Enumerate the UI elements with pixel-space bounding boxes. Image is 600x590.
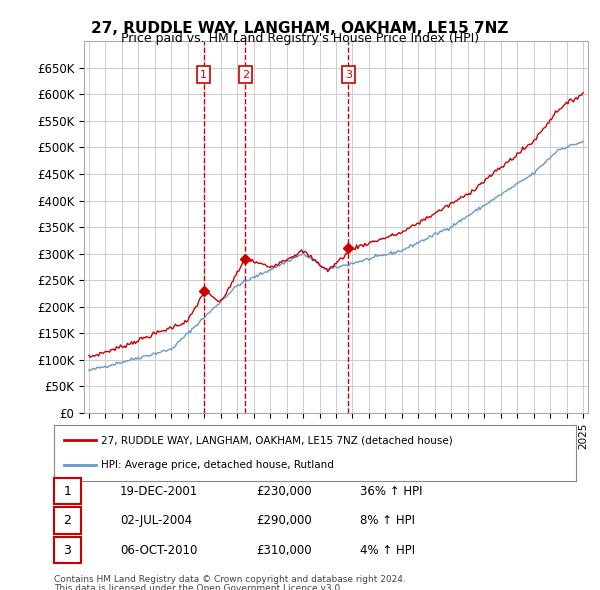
Text: 3: 3 [345,70,352,80]
Text: £290,000: £290,000 [256,514,312,527]
Text: 8% ↑ HPI: 8% ↑ HPI [360,514,415,527]
Text: 27, RUDDLE WAY, LANGHAM, OAKHAM, LE15 7NZ (detached house): 27, RUDDLE WAY, LANGHAM, OAKHAM, LE15 7N… [101,435,453,445]
Text: 02-JUL-2004: 02-JUL-2004 [120,514,192,527]
Text: 4% ↑ HPI: 4% ↑ HPI [360,543,415,557]
Text: £310,000: £310,000 [256,543,312,557]
Text: 1: 1 [200,70,207,80]
Text: 2: 2 [64,514,71,527]
Text: 36% ↑ HPI: 36% ↑ HPI [360,484,422,498]
Text: 06-OCT-2010: 06-OCT-2010 [120,543,197,557]
Text: 19-DEC-2001: 19-DEC-2001 [120,484,198,498]
Text: Contains HM Land Registry data © Crown copyright and database right 2024.: Contains HM Land Registry data © Crown c… [54,575,406,584]
Text: 27, RUDDLE WAY, LANGHAM, OAKHAM, LE15 7NZ: 27, RUDDLE WAY, LANGHAM, OAKHAM, LE15 7N… [91,21,509,35]
Text: This data is licensed under the Open Government Licence v3.0.: This data is licensed under the Open Gov… [54,584,343,590]
Text: £230,000: £230,000 [256,484,312,498]
Text: 3: 3 [64,543,71,557]
Text: HPI: Average price, detached house, Rutland: HPI: Average price, detached house, Rutl… [101,460,334,470]
Text: 2: 2 [242,70,249,80]
Text: Price paid vs. HM Land Registry's House Price Index (HPI): Price paid vs. HM Land Registry's House … [121,32,479,45]
Text: 1: 1 [64,484,71,498]
